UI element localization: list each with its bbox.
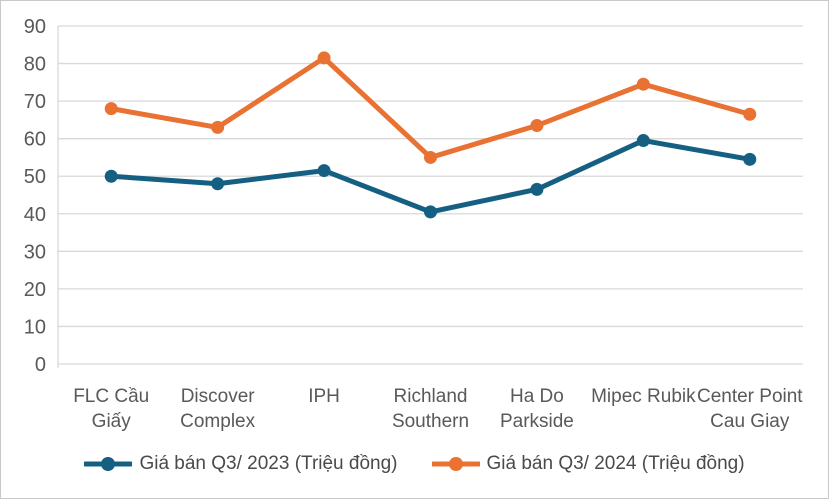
y-axis-tick-label: 20 <box>24 279 46 301</box>
x-axis-category-label: Parkside <box>500 411 574 432</box>
data-point-marker <box>317 51 331 65</box>
y-axis-tick-label: 80 <box>24 54 46 76</box>
legend-line-marker-2024-icon <box>431 457 480 471</box>
data-point-marker <box>743 107 757 121</box>
x-axis-category-label: Ha Do <box>510 386 564 407</box>
data-point-marker <box>104 102 118 116</box>
x-axis-category-label: Complex <box>180 411 255 432</box>
x-axis-category-label: Discover <box>181 386 256 407</box>
legend-item-2024: Giá bán Q3/ 2024 (Triệu đồng) <box>431 453 745 475</box>
y-axis-tick-label: 90 <box>24 16 46 38</box>
x-axis-category-label: Mipec Rubik <box>591 386 696 407</box>
y-axis-tick-label: 60 <box>24 129 46 151</box>
legend-item-2023: Giá bán Q3/ 2023 (Triệu đồng) <box>84 453 398 475</box>
x-axis-category-label: Cau Giay <box>710 411 790 432</box>
data-point-marker <box>743 152 757 166</box>
x-axis-category-label: Center Point <box>697 386 803 407</box>
y-axis-tick-label: 10 <box>24 316 46 338</box>
x-axis-category-label: Richland <box>394 386 468 407</box>
data-point-marker <box>530 182 544 196</box>
y-axis-tick-label: 70 <box>24 91 46 113</box>
data-point-marker <box>636 77 650 91</box>
x-axis-category-label: FLC Cầu <box>73 386 149 407</box>
y-axis-tick-label: 50 <box>24 166 46 188</box>
legend: Giá bán Q3/ 2023 (Triệu đồng) Giá bán Q3… <box>1 441 828 487</box>
x-axis-category-label: IPH <box>308 386 340 407</box>
data-point-marker <box>211 177 225 191</box>
data-point-marker <box>530 119 544 133</box>
legend-line-marker-2023-icon <box>84 457 133 471</box>
data-point-marker <box>424 205 437 219</box>
data-point-marker <box>424 150 437 164</box>
legend-label-2024: Giá bán Q3/ 2024 (Triệu đồng) <box>486 453 745 474</box>
data-point-marker <box>636 134 650 148</box>
x-axis-category-label: Giấy <box>92 411 132 432</box>
legend-label-2023: Giá bán Q3/ 2023 (Triệu đồng) <box>139 453 398 474</box>
x-axis-category-label: Southern <box>392 411 469 432</box>
y-axis-tick-label: 0 <box>35 354 46 376</box>
plot-area: 0 10 20 30 40 50 60 70 80 90 FLC Cầu Giấy Discover Co… <box>24 16 804 432</box>
data-point-marker <box>317 164 331 178</box>
data-point-marker <box>104 169 118 183</box>
data-point-marker <box>211 120 225 134</box>
y-axis-tick-label: 40 <box>24 204 46 226</box>
y-axis-tick-label: 30 <box>24 241 46 263</box>
